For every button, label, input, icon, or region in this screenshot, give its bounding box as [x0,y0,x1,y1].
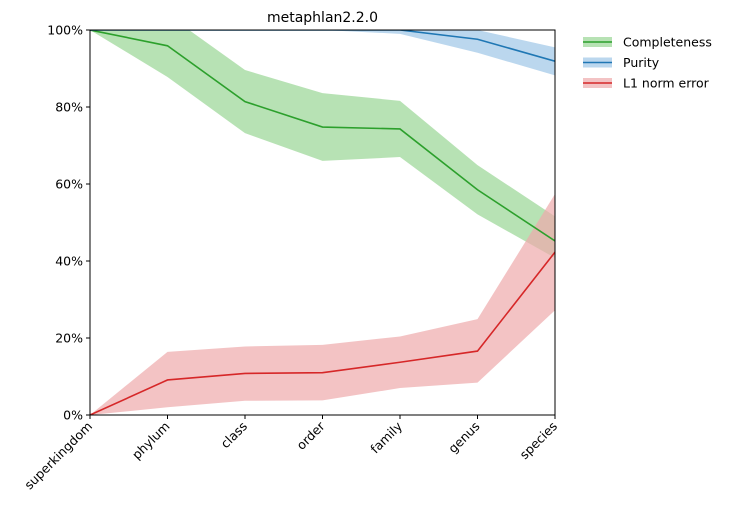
x-tick-label-family: family [367,418,405,456]
x-tick-label-order: order [293,418,328,453]
x-tick-label-superkingdom: superkingdom [21,419,95,493]
y-tick-label: 40% [55,254,83,269]
band-completeness [90,30,555,258]
legend: Completeness Purity L1 norm error [583,35,712,91]
y-tick-label: 80% [55,100,83,115]
y-tick-label: 60% [55,177,83,192]
chart-title: metaphlan2.2.0 [267,10,378,26]
x-tick-label-phylum: phylum [129,419,173,463]
legend-item-purity: Purity [583,55,660,70]
x-tick-label-genus: genus [445,419,482,456]
x-tick-label-species: species [517,419,561,463]
x-axis: superkingdom phylum class order family genus s… [21,415,560,492]
y-tick-label: 20% [55,331,83,346]
confidence-bands [90,30,555,415]
legend-label: Purity [623,55,660,70]
x-tick-label-class: class [218,419,251,452]
legend-item-completeness: Completeness [583,35,712,50]
legend-label: L1 norm error [623,76,710,91]
legend-label: Completeness [623,35,712,50]
y-tick-label: 0% [63,408,83,423]
y-tick-label: 100% [47,23,83,38]
legend-item-l1-norm-error: L1 norm error [583,76,710,91]
y-axis: 0% 20% 40% 60% 80% 100% [47,23,90,423]
band-purity [90,30,555,76]
band-l1-norm-error [90,194,555,415]
